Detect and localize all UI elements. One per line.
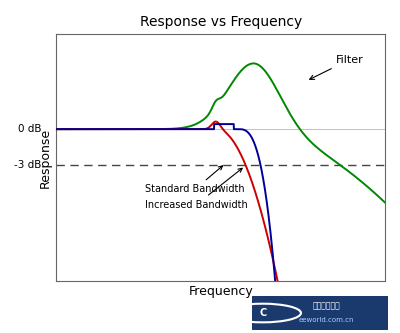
X-axis label: Frequency: Frequency xyxy=(188,285,253,298)
Text: 0 dB: 0 dB xyxy=(18,124,42,134)
Text: Increased Bandwidth: Increased Bandwidth xyxy=(145,168,248,209)
Text: Standard Bandwidth: Standard Bandwidth xyxy=(145,166,245,194)
Text: -3 dB: -3 dB xyxy=(14,160,42,169)
Text: Filter: Filter xyxy=(310,55,364,79)
Text: C: C xyxy=(259,308,266,318)
Text: 电子工程世界: 电子工程世界 xyxy=(313,301,341,310)
Title: Response vs Frequency: Response vs Frequency xyxy=(140,15,302,29)
Text: eeworld.com.cn: eeworld.com.cn xyxy=(299,317,354,323)
Y-axis label: Response: Response xyxy=(39,128,52,188)
